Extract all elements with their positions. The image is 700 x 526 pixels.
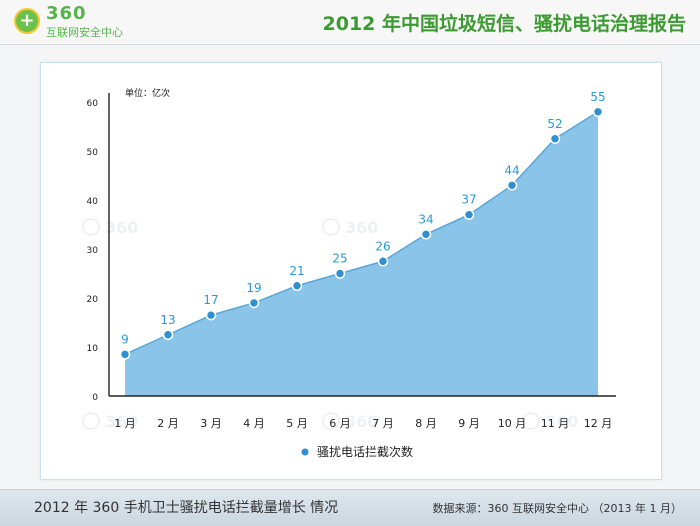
- watermark-icon: [322, 412, 340, 430]
- x-tick-label: 5 月: [286, 417, 308, 430]
- data-label: 55: [590, 90, 605, 104]
- report-title: 2012 年中国垃圾短信、骚扰电话治理报告: [322, 13, 687, 35]
- unit-label: 单位：亿次: [125, 87, 170, 99]
- watermark-text: 360: [545, 412, 578, 431]
- x-tick-label: 9 月: [458, 417, 480, 430]
- data-label: 25: [332, 252, 347, 266]
- data-point: [205, 309, 217, 321]
- data-label: 19: [246, 281, 261, 295]
- area-fill: [125, 111, 598, 397]
- x-tick-label: 8 月: [415, 417, 437, 430]
- watermark-icon: [82, 218, 100, 236]
- y-tick-label: 10: [87, 344, 99, 354]
- footer-caption: 2012 年 360 手机卫士骚扰电话拦截量增长 情况: [34, 500, 339, 516]
- watermark-text: 360: [105, 412, 138, 431]
- data-label: 17: [203, 293, 218, 307]
- footer-bar: 2012 年 360 手机卫士骚扰电话拦截量增长 情况 数据来源：360 互联网…: [0, 489, 700, 526]
- x-tick-label: 6 月: [329, 417, 351, 430]
- y-tick-label: 20: [87, 295, 99, 305]
- logo: + 360 互联网安全中心: [14, 3, 194, 40]
- logo-subtitle: 互联网安全中心: [46, 26, 123, 39]
- watermark-text: 360: [345, 218, 378, 237]
- data-label: 21: [289, 264, 304, 278]
- footer-source: 数据来源：360 互联网安全中心 （2013 年 1 月）: [432, 502, 682, 515]
- watermark-text: 360: [345, 412, 378, 431]
- y-tick-label: 30: [87, 246, 99, 256]
- watermark-icon: [82, 412, 100, 430]
- data-point: [463, 209, 475, 220]
- watermark-text: 360: [105, 218, 138, 237]
- x-tick-label: 4 月: [243, 417, 265, 430]
- data-point: [119, 349, 131, 360]
- plus-shield-icon: +: [14, 8, 40, 34]
- data-label: 13: [160, 313, 175, 327]
- y-tick-label: 50: [87, 148, 99, 158]
- data-label: 34: [418, 212, 433, 226]
- data-point: [377, 255, 389, 267]
- data-point: [291, 280, 303, 292]
- y-tick-label: 0: [92, 393, 98, 403]
- data-label: 26: [375, 239, 390, 253]
- watermark-icon: [522, 412, 540, 430]
- data-label: 52: [547, 117, 562, 131]
- chart-panel: 3603603603603603600102030405060单位：亿次1 月2…: [40, 62, 662, 480]
- data-label: 44: [504, 163, 519, 177]
- data-point: [506, 180, 518, 191]
- watermark-icon: [322, 218, 340, 236]
- data-label: 37: [461, 193, 476, 207]
- x-tick-label: 1 月: [114, 417, 136, 430]
- series-line: [124, 111, 599, 356]
- y-tick-label: 60: [87, 99, 99, 109]
- header-bar: + 360 互联网安全中心 2012 年中国垃圾短信、骚扰电话治理报告: [0, 0, 700, 45]
- x-tick-label: 11 月: [541, 417, 570, 430]
- x-tick-label: 2 月: [157, 417, 179, 430]
- data-label: 9: [121, 332, 129, 346]
- data-point: [549, 133, 561, 145]
- data-point: [592, 106, 604, 118]
- area-chart: 3603603603603603600102030405060单位：亿次1 月2…: [82, 87, 616, 459]
- logo-number: 360: [46, 3, 87, 24]
- x-tick-label: 10 月: [498, 417, 527, 430]
- data-point: [334, 268, 346, 279]
- data-point: [162, 329, 174, 341]
- y-tick-label: 40: [87, 197, 99, 207]
- data-point: [248, 297, 260, 309]
- x-tick-label: 3 月: [200, 417, 222, 430]
- x-tick-label: 12 月: [584, 417, 613, 430]
- x-tick-label: 7 月: [372, 417, 394, 430]
- legend-marker: [300, 447, 310, 457]
- legend-label: 骚扰电话拦截次数: [317, 444, 413, 459]
- data-point: [420, 229, 432, 240]
